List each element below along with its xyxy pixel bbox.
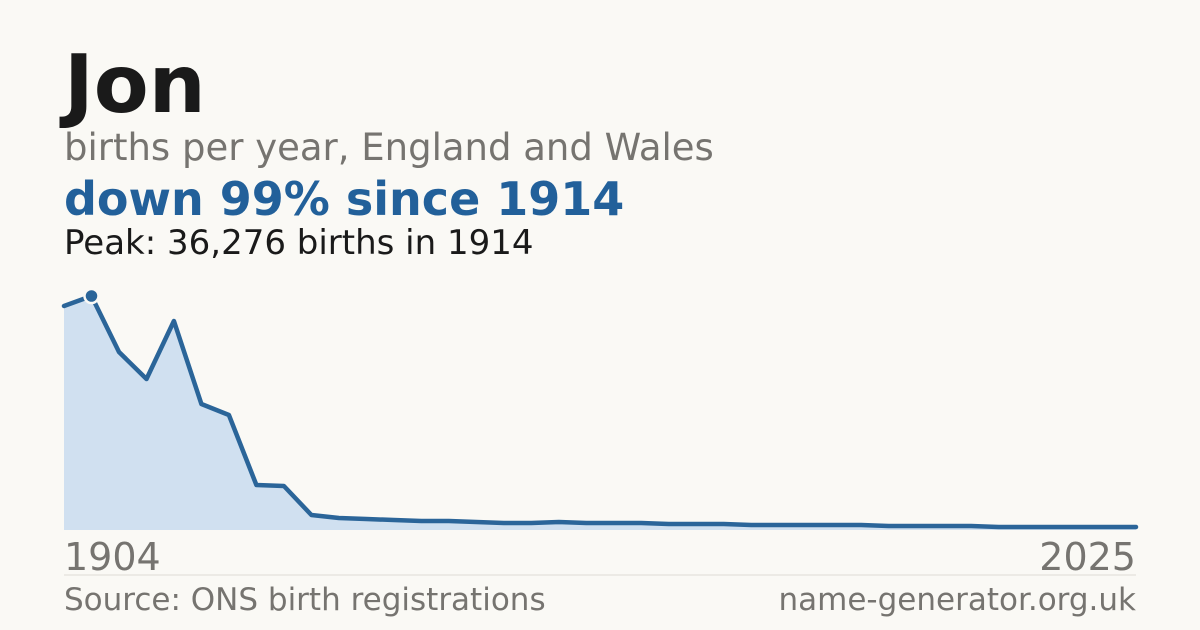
plot: 1904 2025 <box>61 287 1139 579</box>
peak-marker <box>83 287 100 305</box>
title: Jon <box>59 38 206 131</box>
peak-annotation: Peak: 36,276 births in 1914 <box>64 223 534 263</box>
site: name-generator.org.uk <box>779 582 1137 618</box>
source: Source: ONS birth registrations <box>64 582 546 618</box>
line <box>61 293 1139 530</box>
area <box>64 296 1136 530</box>
x-tick-label: 2025 <box>1039 535 1136 579</box>
headline: down 99% since 1914 <box>64 172 624 226</box>
x-tick-label: 1904 <box>64 535 161 579</box>
subtitle: births per year, England and Wales <box>64 126 714 169</box>
